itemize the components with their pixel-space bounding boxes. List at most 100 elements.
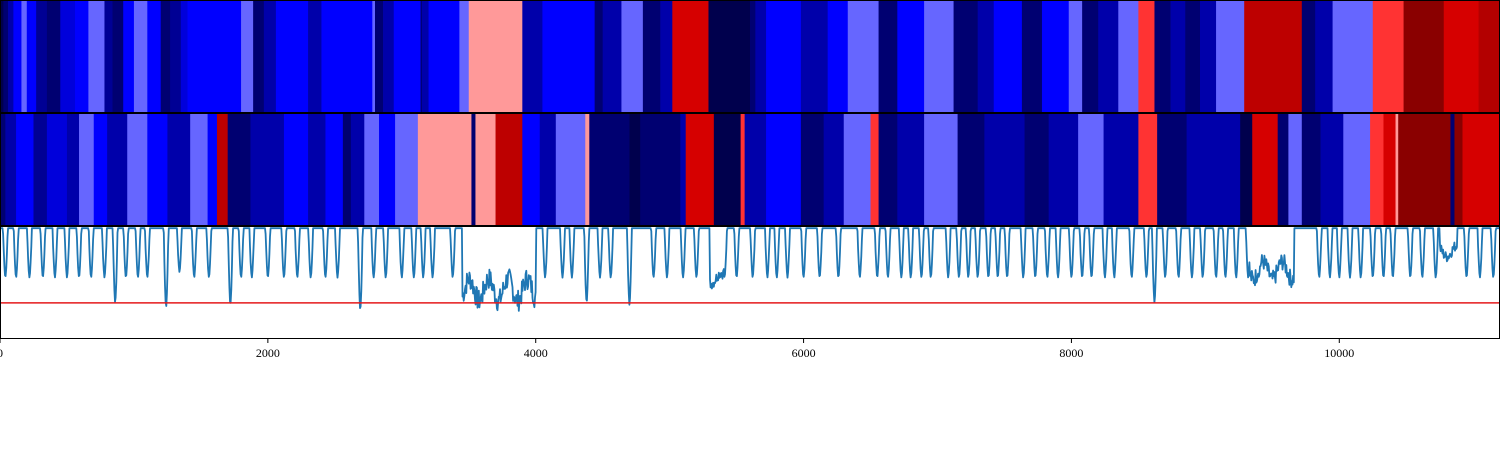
heatmap-cell bbox=[1240, 113, 1253, 225]
heatmap-cell bbox=[1244, 0, 1303, 112]
heatmap-cell bbox=[800, 113, 825, 225]
heatmap-cell bbox=[160, 0, 171, 112]
heatmap-cell bbox=[127, 113, 148, 225]
heatmap-cell bbox=[21, 0, 28, 112]
x-tick-label: 4000 bbox=[524, 346, 548, 360]
heatmap-cell bbox=[680, 113, 687, 225]
heatmap-cell bbox=[46, 113, 68, 225]
heatmap-cell bbox=[1098, 0, 1119, 112]
heatmap-cell bbox=[417, 113, 472, 225]
heatmap-cell bbox=[1450, 113, 1455, 225]
heatmap-cell bbox=[1041, 0, 1070, 112]
heatmap-cell bbox=[5, 113, 17, 225]
heatmap-cell bbox=[0, 113, 6, 225]
heatmap-cell bbox=[123, 0, 135, 112]
heatmap-cell bbox=[1068, 0, 1083, 112]
line-panel bbox=[0, 227, 1500, 312]
heatmap-cell bbox=[1301, 0, 1316, 112]
heatmap-cell bbox=[79, 113, 95, 225]
heatmap-cell bbox=[253, 0, 265, 112]
heatmap-cell bbox=[750, 0, 756, 112]
heatmap-cell bbox=[321, 0, 373, 112]
heatmap-cell bbox=[420, 0, 423, 112]
heatmap-cell bbox=[46, 0, 61, 112]
heatmap-cell bbox=[216, 113, 229, 225]
heatmap-cell bbox=[147, 0, 162, 112]
heatmap-cell bbox=[1118, 0, 1139, 112]
heatmap-cell bbox=[642, 0, 661, 112]
heatmap-cell bbox=[1370, 113, 1384, 225]
heatmap-cell bbox=[539, 113, 557, 225]
heatmap-cell bbox=[8, 0, 14, 112]
heatmap-cell bbox=[1372, 0, 1404, 112]
heatmap-cell bbox=[1154, 0, 1171, 112]
heatmap-cell bbox=[241, 0, 254, 112]
heatmap-cell bbox=[383, 0, 395, 112]
heatmap-cell bbox=[1403, 0, 1445, 112]
heatmap-cell bbox=[1138, 0, 1155, 112]
heatmap-cell bbox=[1395, 113, 1399, 225]
heatmap-cell bbox=[1024, 113, 1050, 225]
heatmap-cell bbox=[827, 0, 849, 112]
heatmap-cell bbox=[1082, 0, 1099, 112]
heatmap-cell bbox=[589, 113, 630, 225]
heatmap-cell bbox=[275, 0, 309, 112]
heatmap-cell bbox=[66, 113, 80, 225]
heatmap-cell bbox=[283, 113, 309, 225]
heatmap-cell bbox=[395, 113, 419, 225]
heatmap-cell bbox=[1454, 113, 1463, 225]
heatmap-cell bbox=[104, 0, 113, 112]
heatmap-cell bbox=[1252, 113, 1279, 225]
heatmap-cell bbox=[843, 113, 871, 225]
heatmap-cell bbox=[342, 113, 352, 225]
heatmap-cell bbox=[263, 0, 277, 112]
heatmap-cell bbox=[594, 0, 604, 112]
heatmap-cell bbox=[1185, 0, 1201, 112]
heatmap-cell bbox=[744, 113, 767, 225]
heatmap-cell bbox=[1462, 113, 1500, 225]
heatmap-cell bbox=[88, 0, 105, 112]
x-tick-label: 10000 bbox=[1324, 346, 1354, 360]
heatmap-cell bbox=[713, 113, 742, 225]
heatmap-cell bbox=[475, 113, 496, 225]
heatmap-cell bbox=[708, 0, 751, 112]
heatmap-cell bbox=[555, 113, 586, 225]
heatmap-cell bbox=[1138, 113, 1158, 225]
heatmap-cell bbox=[800, 0, 829, 112]
heatmap-cell bbox=[1478, 0, 1500, 112]
heatmap-cell bbox=[428, 0, 460, 112]
heatmap-cell bbox=[187, 0, 242, 112]
heatmap-cell bbox=[13, 0, 22, 112]
heatmap-cell bbox=[468, 0, 523, 112]
heatmap-cell bbox=[190, 113, 208, 225]
heatmap-cell bbox=[1103, 113, 1139, 225]
heatmap-cell bbox=[16, 113, 34, 225]
heatmap-cell bbox=[1277, 113, 1289, 225]
heatmap-cell bbox=[147, 113, 168, 225]
heatmap-cell bbox=[1398, 113, 1451, 225]
heatmap-cell bbox=[897, 113, 925, 225]
heatmap-cell bbox=[36, 0, 48, 112]
heatmap-cell bbox=[953, 0, 979, 112]
series-line bbox=[0, 227, 1500, 312]
heatmap-cell bbox=[375, 0, 384, 112]
heatmap-cell bbox=[870, 113, 879, 225]
heatmap-cell bbox=[308, 0, 322, 112]
x-axis: 0 2000 4000 6000 8000 10000 bbox=[0, 338, 1354, 360]
heatmap-cell bbox=[250, 113, 285, 225]
heatmap-cell bbox=[112, 0, 124, 112]
x-tick-label: 6000 bbox=[792, 346, 816, 360]
heatmap-cell bbox=[640, 113, 681, 225]
heatmap-cell bbox=[325, 113, 344, 225]
heatmap-cell bbox=[227, 113, 251, 225]
heatmap-cell bbox=[170, 0, 182, 112]
heatmap-cell bbox=[26, 0, 37, 112]
heatmap-cell bbox=[977, 0, 995, 112]
heatmap-cell bbox=[1443, 0, 1479, 112]
heatmap-cell bbox=[207, 113, 218, 225]
heatmap-cell bbox=[1186, 113, 1241, 225]
heatmap-cell bbox=[1332, 0, 1374, 112]
heatmap-cell bbox=[1320, 113, 1344, 225]
heatmap-cell bbox=[93, 113, 108, 225]
